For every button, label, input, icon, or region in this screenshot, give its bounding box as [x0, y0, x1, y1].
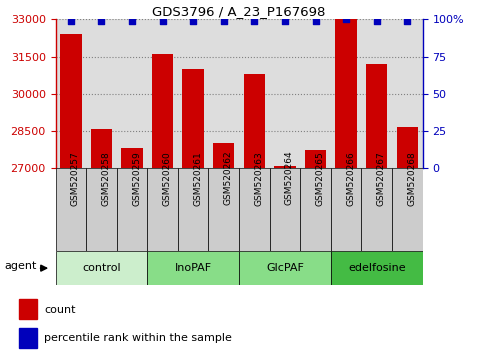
Bar	[244, 74, 265, 168]
Bar	[19, 299, 38, 319]
Point	[251, 18, 258, 24]
Bar	[152, 54, 173, 168]
Bar	[361, 168, 392, 251]
Point	[373, 18, 381, 24]
Text: GSM520266: GSM520266	[346, 151, 355, 206]
Point	[67, 18, 75, 24]
Bar	[183, 69, 204, 168]
Bar	[397, 127, 418, 168]
Bar	[121, 148, 143, 168]
Text: GSM520262: GSM520262	[224, 151, 233, 205]
Text: GlcPAF: GlcPAF	[266, 263, 304, 273]
Bar	[366, 64, 387, 168]
Bar	[56, 251, 147, 285]
Point	[403, 18, 411, 24]
Bar	[274, 166, 296, 168]
Bar	[305, 150, 327, 168]
Point	[128, 18, 136, 24]
Title: GDS3796 / A_23_P167698: GDS3796 / A_23_P167698	[153, 5, 326, 18]
Bar	[331, 251, 423, 285]
Text: GSM520264: GSM520264	[285, 151, 294, 205]
Point	[189, 18, 197, 24]
Bar	[178, 168, 209, 251]
Text: InoPAF: InoPAF	[175, 263, 212, 273]
Point	[342, 17, 350, 22]
Point	[312, 18, 319, 24]
Text: GSM520265: GSM520265	[315, 151, 325, 206]
Point	[159, 18, 167, 24]
Text: GSM520263: GSM520263	[255, 151, 263, 206]
Bar	[91, 129, 112, 168]
Bar	[147, 168, 178, 251]
Bar	[117, 168, 147, 251]
Text: control: control	[82, 263, 121, 273]
Bar	[239, 251, 331, 285]
Point	[281, 18, 289, 24]
Text: count: count	[44, 305, 76, 315]
Bar	[56, 168, 86, 251]
Text: GSM520258: GSM520258	[101, 151, 111, 206]
Bar	[392, 168, 423, 251]
Text: edelfosine: edelfosine	[348, 263, 406, 273]
Bar	[19, 328, 38, 348]
Bar	[60, 34, 82, 168]
Text: GSM520261: GSM520261	[193, 151, 202, 206]
Bar	[331, 168, 361, 251]
Text: GSM520267: GSM520267	[377, 151, 386, 206]
Text: GSM520257: GSM520257	[71, 151, 80, 206]
Bar	[335, 19, 357, 168]
Point	[220, 18, 227, 24]
Point	[98, 18, 105, 24]
Bar	[270, 168, 300, 251]
Bar	[209, 168, 239, 251]
Bar	[300, 168, 331, 251]
Text: GSM520268: GSM520268	[407, 151, 416, 206]
Text: agent: agent	[4, 262, 37, 272]
Text: GSM520260: GSM520260	[163, 151, 171, 206]
Text: percentile rank within the sample: percentile rank within the sample	[44, 333, 232, 343]
Bar	[86, 168, 117, 251]
Bar	[213, 143, 235, 168]
Text: GSM520259: GSM520259	[132, 151, 141, 206]
Bar	[147, 251, 239, 285]
Bar	[239, 168, 270, 251]
